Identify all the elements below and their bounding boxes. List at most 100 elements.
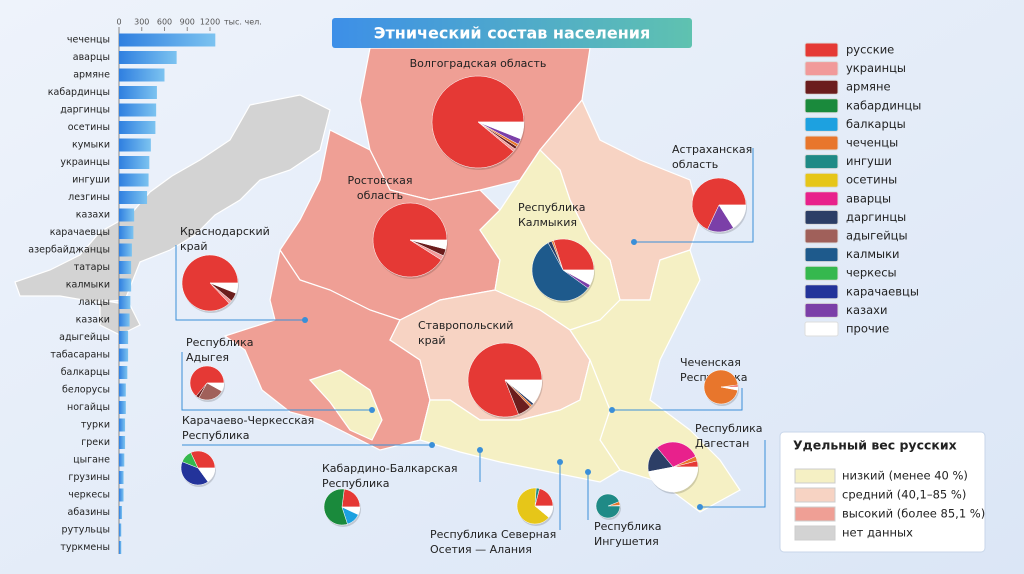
bar-label: казаки [76,315,110,326]
bar [119,506,123,519]
bar-tick-label: 300 [134,18,149,27]
bar [119,313,130,327]
region-label: Республика [182,429,250,442]
legend-swatch [804,247,839,263]
bar-label: абазины [68,507,110,518]
legend-label: осетины [846,173,897,187]
bar [119,418,126,432]
bar [119,523,122,537]
region-label: край [180,240,208,253]
bar-unit: тыс. чел. [224,18,262,27]
bar [119,278,132,292]
no-data-area [14,94,331,303]
bar-label: лакцы [78,297,110,308]
bar [119,191,148,204]
bar-label: кабардинцы [48,87,110,98]
legend-swatch [804,265,839,281]
bar-label: балкарцы [61,367,110,378]
region-label: область [357,189,403,202]
legend-swatch [804,135,839,151]
pie-slice [189,365,225,397]
bar [119,173,149,187]
bar-label: табасараны [50,350,110,361]
bar [119,488,124,502]
bar [119,86,157,99]
pie-slice [409,239,448,250]
region-label: Ростовская [347,174,412,187]
legend-label: ингуши [846,154,892,168]
region-label: Карачаево-Черкесская [182,414,314,427]
title: Этнический состав населения [374,24,650,43]
bar [119,436,126,449]
bar-label: татары [74,262,110,273]
bar-label: осетины [68,122,110,133]
pie-slice [190,450,216,469]
bar [119,471,124,484]
connector-dot [631,239,637,245]
bar-tick-label: 1200 [200,18,220,27]
region-label: Калмыкия [518,216,577,229]
pie-slice [209,282,239,294]
bar [119,296,131,309]
bar-label: турки [81,420,110,431]
pie-slice [656,441,696,468]
legend-swatch [804,98,839,114]
bar-label: туркмены [60,542,110,553]
bar-label: лезгины [68,192,110,203]
pie-slice [720,386,739,391]
bar-label: ногайцы [67,402,110,413]
pie-slice [467,342,543,418]
pie-slice [323,488,348,526]
region-label: край [418,334,446,347]
legend-label: черкесы [846,266,897,280]
connector-line [700,440,766,508]
connector-dot [557,459,563,465]
bar [119,121,156,134]
bar-label: чеченцы [67,35,110,46]
share-legend-label: высокий (более 85,1 %) [842,507,985,521]
region-label: Республика [186,336,254,349]
region-label: Осетия — Алания [430,543,532,556]
share-legend-label: низкий (менее 40 %) [842,469,968,483]
pie-slice [180,461,209,486]
legend-swatch [804,321,839,337]
legend-swatch [804,42,839,58]
region-krasnodar [223,248,431,451]
legend-label: армяне [846,80,891,94]
bar [119,453,125,467]
legend-label: калмыки [846,247,900,261]
share-legend-label: средний (40,1–85 %) [842,488,966,502]
pie-slice [595,493,621,519]
share-legend-swatch [794,506,836,522]
legend-swatch [804,79,839,95]
legend-swatch [804,154,839,170]
pie-slice [562,269,595,286]
region-label: Кабардино-Балкарская [322,462,457,475]
connector-line [612,388,743,411]
pie-slice [534,505,554,518]
connector-dot [697,504,703,510]
region-label: Астраханская [672,143,752,156]
connector-dot [429,442,435,448]
connector-line [181,352,372,411]
legend-swatch [804,228,839,244]
legend-label: карачаевцы [846,284,919,298]
bar-label: армяне [73,70,110,81]
region-label: Республика Северная [430,528,556,541]
pie-slice [691,177,747,230]
pie-slice [718,204,747,229]
region-label: Республика [322,477,390,490]
connector-dot [477,447,483,453]
bar [119,103,157,117]
share-legend-swatch [794,468,836,484]
connector-dot [585,469,591,475]
bar [119,331,129,344]
connector-dot [302,317,308,323]
legend-swatch [804,191,839,207]
bar [119,243,132,257]
pie-slice [531,242,589,302]
legend-swatch [804,209,839,225]
legend-label: балкарцы [846,117,906,131]
region-label: Краснодарский [180,225,270,238]
share-legend-swatch [794,487,836,503]
